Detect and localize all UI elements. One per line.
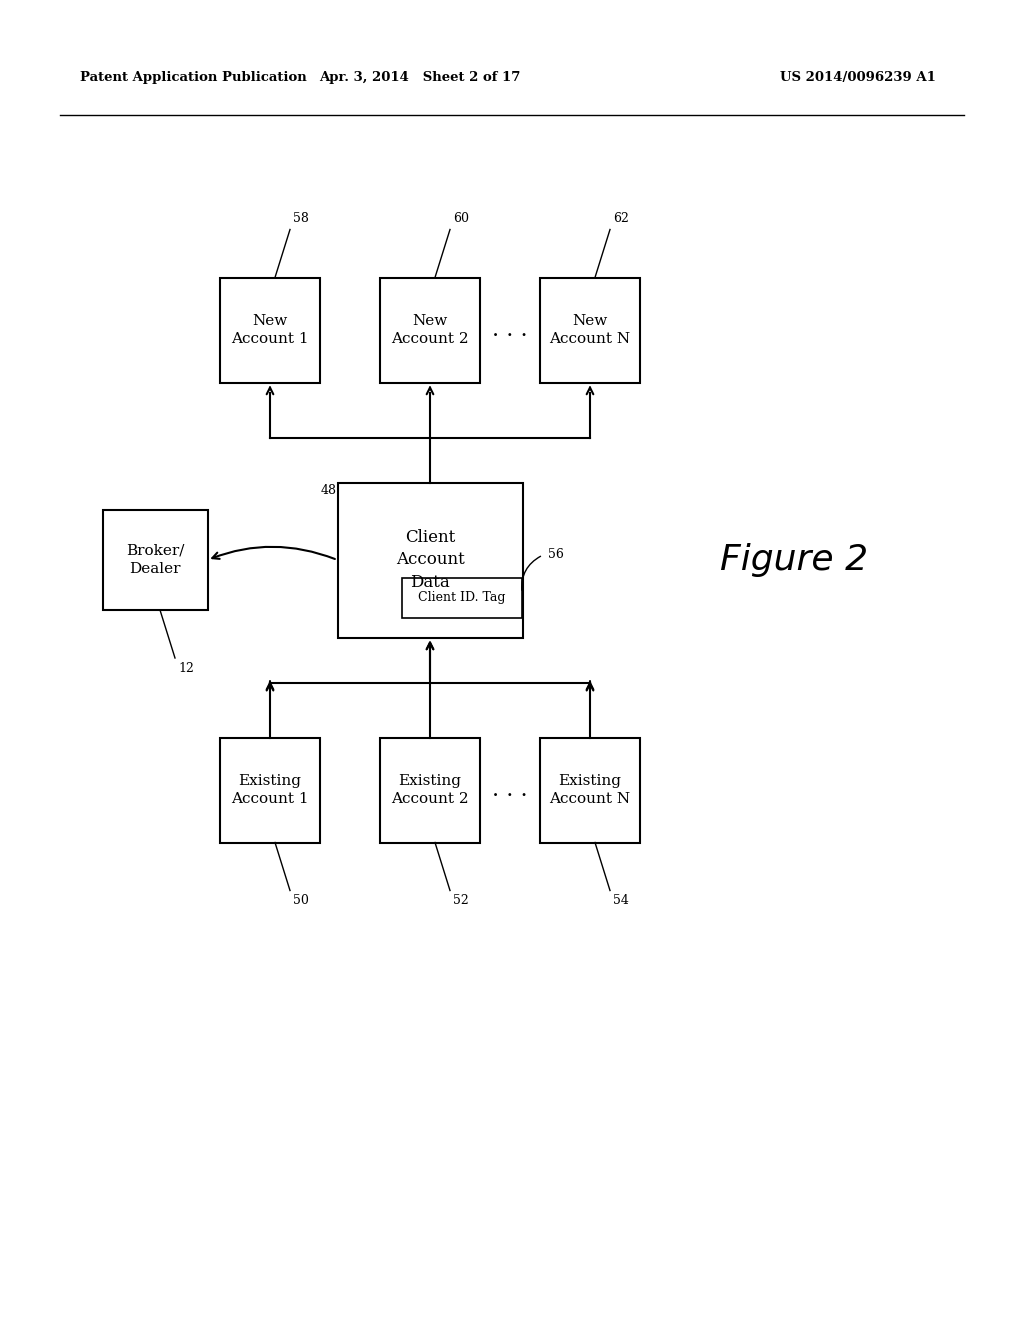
Text: Client
Account
Data: Client Account Data <box>395 529 464 591</box>
Bar <box>540 277 640 383</box>
Bar <box>220 277 319 383</box>
Text: 62: 62 <box>613 213 629 226</box>
Text: Broker/
Dealer: Broker/ Dealer <box>126 544 184 577</box>
Bar <box>102 510 208 610</box>
Text: New
Account N: New Account N <box>550 314 631 346</box>
Text: 54: 54 <box>613 895 629 908</box>
Text: Client ID. Tag: Client ID. Tag <box>418 591 506 605</box>
Text: 48: 48 <box>321 483 337 496</box>
Text: New
Account 1: New Account 1 <box>231 314 309 346</box>
Text: Existing
Account N: Existing Account N <box>550 774 631 807</box>
Text: 56: 56 <box>548 549 564 561</box>
Bar <box>380 277 480 383</box>
Text: 12: 12 <box>178 663 194 675</box>
Text: 52: 52 <box>453 895 469 908</box>
Bar <box>338 483 522 638</box>
Bar <box>380 738 480 842</box>
Text: 60: 60 <box>453 213 469 226</box>
Text: Existing
Account 1: Existing Account 1 <box>231 774 309 807</box>
Text: Existing
Account 2: Existing Account 2 <box>391 774 469 807</box>
Text: Apr. 3, 2014   Sheet 2 of 17: Apr. 3, 2014 Sheet 2 of 17 <box>319 71 520 84</box>
Text: . . .: . . . <box>493 319 527 341</box>
Bar <box>220 738 319 842</box>
Bar <box>402 578 522 618</box>
Text: Figure 2: Figure 2 <box>720 543 868 577</box>
Text: 50: 50 <box>293 895 309 908</box>
Text: New
Account 2: New Account 2 <box>391 314 469 346</box>
Text: 58: 58 <box>293 213 309 226</box>
Text: Patent Application Publication: Patent Application Publication <box>80 71 307 84</box>
Text: US 2014/0096239 A1: US 2014/0096239 A1 <box>780 71 936 84</box>
Text: . . .: . . . <box>493 779 527 801</box>
Bar <box>540 738 640 842</box>
